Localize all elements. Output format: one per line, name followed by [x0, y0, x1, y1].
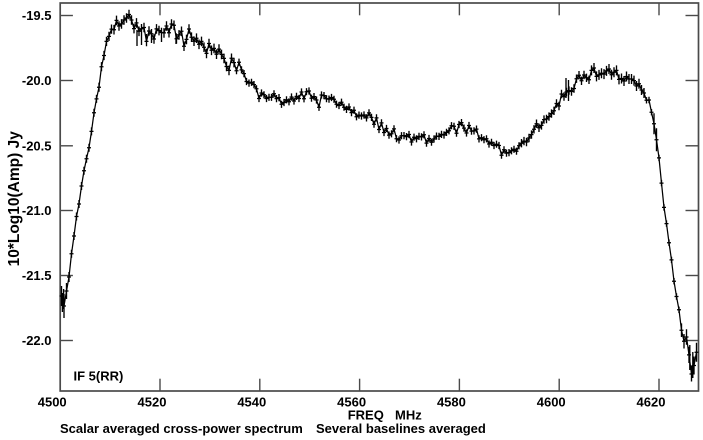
svg-text:Scalar averaged cross-power sp: Scalar averaged cross-power spectrum: [60, 421, 303, 436]
svg-text:-19.5: -19.5: [22, 8, 52, 23]
svg-text:-21.5: -21.5: [22, 268, 52, 283]
svg-text:Several baselines averaged: Several baselines averaged: [316, 421, 486, 436]
svg-text:MHz: MHz: [395, 407, 422, 422]
svg-text:FREQ: FREQ: [348, 407, 384, 422]
svg-text:4520: 4520: [138, 395, 167, 410]
svg-text:-20.0: -20.0: [22, 73, 52, 88]
svg-text:-22.0: -22.0: [22, 333, 52, 348]
svg-text:-21.0: -21.0: [22, 203, 52, 218]
svg-text:4540: 4540: [237, 395, 266, 410]
svg-text:IF 5(RR): IF 5(RR): [74, 368, 124, 383]
svg-text:10*Log10(Amp) Jy: 10*Log10(Amp) Jy: [6, 131, 23, 267]
svg-text:4560: 4560: [337, 395, 366, 410]
svg-text:4620: 4620: [637, 395, 666, 410]
svg-text:4600: 4600: [537, 395, 566, 410]
svg-text:4580: 4580: [437, 395, 466, 410]
svg-text:-20.5: -20.5: [22, 138, 52, 153]
svg-text:4500: 4500: [38, 395, 67, 410]
